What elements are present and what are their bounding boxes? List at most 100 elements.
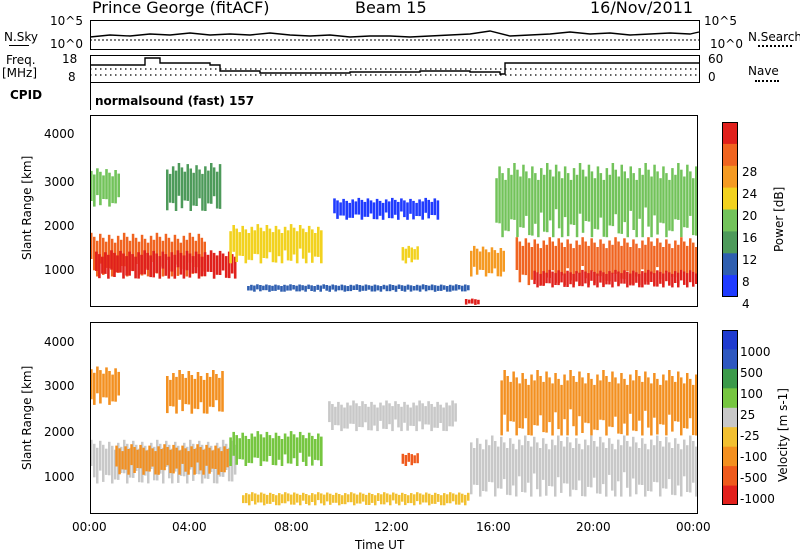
power-cb-tick: 8 <box>742 275 750 289</box>
power-scatter-cell <box>554 273 557 285</box>
power-scatter-cell <box>641 271 644 288</box>
power-scatter-cell <box>522 164 525 228</box>
power-cb-tick: 20 <box>742 209 758 223</box>
power-scatter-cell <box>695 247 698 280</box>
power-scatter-cell <box>201 173 204 211</box>
velocity-scatter-cell <box>343 407 346 429</box>
velocity-scatter-cell <box>335 492 338 503</box>
power-scatter-cell <box>316 284 319 290</box>
velocity-scatter-cell <box>355 403 358 432</box>
power-scatter-cell <box>149 235 153 262</box>
power-scatter-cell <box>581 237 584 266</box>
velocity-scatter-cell <box>220 451 223 472</box>
power-scatter-cell <box>656 270 659 287</box>
velocity-scatter-cell <box>590 435 593 488</box>
velocity-scatter-cell <box>229 437 232 466</box>
power-scatter-cell <box>397 201 400 220</box>
velocity-scatter-cell <box>227 447 231 482</box>
velocity-scatter-cell <box>398 494 401 506</box>
velocity-scatter-cell <box>665 380 668 436</box>
power-scatter-cell <box>289 224 293 261</box>
power-scatter-cell <box>212 252 216 279</box>
velocity-scatter-cell <box>430 404 433 432</box>
power-scatter-cell <box>677 244 680 286</box>
power-scatter-cell <box>644 244 647 282</box>
velocity-scatter-cell <box>280 439 284 466</box>
power-scatter-cell <box>404 248 408 264</box>
power-scatter-cell <box>638 273 641 288</box>
power-scatter-cell <box>575 174 579 238</box>
power-scatter-cell <box>560 271 563 283</box>
power-scatter-cell <box>430 201 434 215</box>
power-scatter-cell <box>659 271 662 284</box>
power-scatter-cell <box>381 202 385 220</box>
power-scatter-cell <box>352 285 356 290</box>
power-scatter-cell <box>569 179 573 225</box>
power-scatter-cell <box>364 284 368 291</box>
power-scatter-cell <box>194 251 198 274</box>
velocity-scatter-cell <box>311 435 314 466</box>
power-scatter-cell <box>644 163 647 208</box>
velocity-scatter-cell <box>572 376 575 427</box>
velocity-scatter-cell <box>262 437 266 462</box>
power-scatter-cell <box>629 247 632 284</box>
power-scatter-cell <box>407 245 410 258</box>
power-scatter-cell <box>307 284 310 290</box>
velocity-scatter-cell <box>533 436 536 474</box>
power-scatter-cell <box>143 250 146 275</box>
power-scatter-cell <box>182 235 186 270</box>
velocity-scatter-cell <box>214 445 217 469</box>
power-scatter-cell <box>99 171 102 206</box>
velocity-scatter-cell <box>521 445 524 492</box>
nave-trace <box>90 68 699 76</box>
velocity-scatter-cell <box>392 492 395 501</box>
noise-sky-trace <box>90 30 700 38</box>
power-scatter-cell <box>256 284 259 290</box>
velocity-scatter-cell <box>596 446 599 494</box>
velocity-scatter-cell <box>623 378 626 424</box>
power-scatter-cell <box>614 237 617 274</box>
velocity-scatter-cell <box>439 404 442 423</box>
power-scatter-cell <box>662 247 665 286</box>
power-scatter-cell <box>493 250 497 269</box>
power-scatter-cell <box>581 169 585 233</box>
velocity-scatter-cell <box>415 405 418 432</box>
velocity-scatter-cell <box>662 446 665 489</box>
station-title: Prince George (fitACF) <box>92 0 270 17</box>
velocity-scatter-cell <box>365 494 368 505</box>
velocity-scatter-cell <box>467 492 470 501</box>
velocity-ylabel: Slant Range [km] <box>20 365 34 470</box>
power-cb-tick: 16 <box>742 231 758 245</box>
power-scatter-cell <box>358 285 362 292</box>
power-scatter-cell <box>608 240 611 282</box>
velocity-scatter-cell <box>206 441 210 479</box>
power-scatter-cell <box>174 170 178 211</box>
power-cb-tick: 12 <box>742 253 758 267</box>
power-scatter-cell <box>378 200 382 216</box>
velocity-scatter-cell <box>440 495 443 506</box>
velocity-scatter-cell <box>581 449 584 497</box>
power-scatter-cell <box>478 251 482 270</box>
power-scatter-cell <box>519 176 522 228</box>
power-scatter-cell <box>134 237 138 264</box>
power-scatter-cell <box>191 236 195 274</box>
velocity-scatter-cell <box>199 447 202 471</box>
velocity-scatter-cell <box>653 373 656 418</box>
power-scatter-cell <box>370 285 374 292</box>
power-colorbar-swatch <box>722 253 738 276</box>
power-scatter-cell <box>537 179 540 238</box>
power-scatter-cell <box>490 247 494 274</box>
velocity-scatter-cell <box>296 493 299 503</box>
power-scatter-cell <box>521 245 525 275</box>
velocity-scatter-cell <box>662 374 665 425</box>
velocity-scatter-cell <box>192 443 195 481</box>
power-scatter-cell <box>587 245 590 286</box>
power-scatter-cell <box>131 233 135 271</box>
power-scatter-cell <box>587 273 590 288</box>
velocity-scatter-cell <box>596 374 599 431</box>
power-scatter-cell <box>542 271 545 286</box>
power-scatter-cell <box>635 243 638 277</box>
power-scatter-cell <box>457 285 461 290</box>
velocity-cb-tick: -100 <box>740 450 768 464</box>
power-scatter-cell <box>166 169 169 211</box>
